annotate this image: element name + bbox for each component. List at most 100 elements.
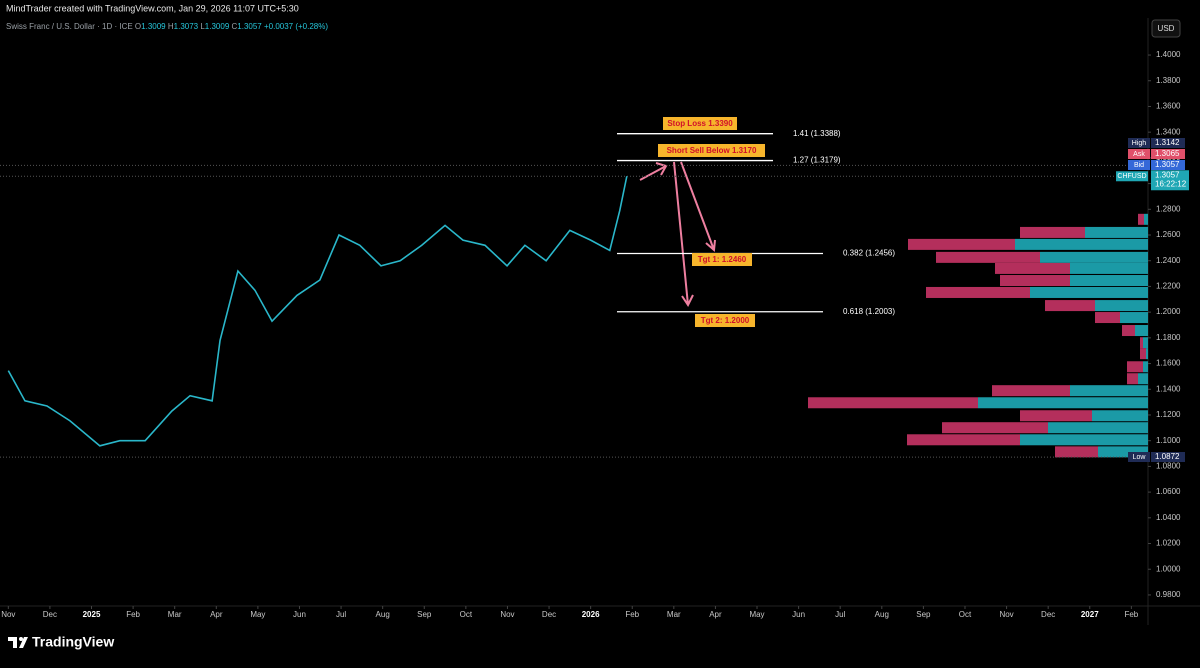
trade-note: Tgt 2: 1.2000	[701, 316, 750, 325]
y-tick-label: 1.2800	[1156, 204, 1181, 213]
x-tick-label: Dec	[1041, 610, 1055, 619]
y-tick-label: 1.3800	[1156, 76, 1181, 85]
volume-down	[1095, 312, 1120, 324]
change: +0.0037 (+0.28%)	[264, 22, 328, 31]
ohlc-label: H	[168, 22, 174, 31]
price-line-series	[7, 176, 628, 447]
volume-down	[1140, 337, 1143, 349]
x-tick-label: Nov	[1, 610, 15, 619]
x-tick-label: 2026	[582, 610, 600, 619]
logo-dot	[19, 637, 23, 641]
volume-down	[936, 251, 1040, 263]
price-tag-value-box	[1151, 452, 1185, 462]
last-time: 16:22:12	[1155, 179, 1187, 188]
price-tag-value-box	[1151, 160, 1185, 170]
x-tick-label: 2025	[83, 610, 101, 619]
volume-down	[1127, 373, 1138, 385]
volume-up	[978, 397, 1148, 409]
volume-up	[1020, 434, 1148, 446]
last-price: 1.3057	[1155, 170, 1180, 179]
volume-up	[1144, 213, 1148, 225]
logo[interactable]: TradingView	[8, 634, 114, 650]
volume-up	[1098, 446, 1148, 458]
y-tick-label: 1.3600	[1156, 102, 1181, 111]
volume-up	[1040, 251, 1148, 263]
last-price-name-box	[1116, 171, 1148, 182]
currency[interactable]: USD	[1158, 24, 1175, 33]
volume-down	[907, 434, 1020, 446]
volume-down	[926, 286, 1030, 298]
trade-note: Tgt 1: 1.2460	[698, 255, 747, 264]
volume-up	[1146, 348, 1148, 360]
price-tag-name-box	[1128, 149, 1150, 159]
volume-down	[1122, 325, 1135, 337]
arrows	[639, 161, 716, 307]
x-tick-label: Jul	[835, 610, 845, 619]
x-tick-label: Aug	[875, 610, 889, 619]
trade-note-box	[695, 314, 755, 327]
volume-down	[942, 422, 1048, 434]
price-tag-value: 1.3057	[1155, 160, 1180, 169]
x-tick-label: Feb	[1124, 610, 1138, 619]
level-label: 0.618 (1.2003)	[843, 307, 895, 316]
symbol-info: Swiss Franc / U.S. Dollar · 1D · ICE O1.…	[6, 22, 328, 31]
y-tick-label: 1.4000	[1156, 50, 1181, 59]
trade-note-box	[658, 144, 765, 157]
trade-note: Stop Loss 1.3390	[667, 119, 733, 128]
level-label: 0.382 (1.2456)	[843, 249, 895, 258]
volume-down	[1045, 300, 1095, 312]
x-tick-label: Sep	[417, 610, 432, 619]
volume-down	[808, 397, 978, 409]
y-tick-label: 1.1400	[1156, 384, 1181, 393]
volume-down	[1020, 410, 1092, 422]
volume-up	[1092, 410, 1148, 422]
price-tag-name: Ask	[1133, 151, 1145, 158]
price-tag-name: Bid	[1134, 162, 1144, 169]
trade-note-box	[663, 117, 737, 130]
ohlc-label: L	[200, 22, 205, 31]
ohlc-value: 1.3057	[237, 22, 262, 31]
x-tick-label: Dec	[542, 610, 556, 619]
volume-up	[1143, 337, 1148, 349]
x-tick-label: Jun	[792, 610, 805, 619]
volume-up	[1085, 226, 1148, 238]
volume-down	[1127, 361, 1143, 373]
volume-up	[1048, 422, 1148, 434]
x-tick-label: 2027	[1081, 610, 1099, 619]
x-tick-label: Jun	[293, 610, 306, 619]
x-tick-label: Oct	[460, 610, 473, 619]
volume-up	[1135, 325, 1148, 337]
volume-up	[1030, 286, 1148, 298]
y-tick-label: 1.0800	[1156, 462, 1181, 471]
volume-down	[1140, 348, 1146, 360]
price-tag-value: 1.3065	[1155, 149, 1180, 158]
trade-note-box	[692, 253, 752, 266]
level-label: 1.27 (1.3179)	[793, 156, 841, 165]
y-tick-label: 1.3400	[1156, 127, 1181, 136]
x-tick-label: Aug	[376, 610, 390, 619]
currency-button[interactable]	[1151, 19, 1181, 38]
trade-note: Short Sell Below 1.3170	[667, 146, 757, 155]
price-tag-name-box	[1128, 138, 1150, 148]
logo-icon	[8, 637, 28, 648]
price-tag-name: Low	[1133, 454, 1147, 461]
volume-up	[1070, 385, 1148, 397]
x-tick-label: May	[749, 610, 764, 619]
price-tag-name-box	[1128, 452, 1150, 462]
ohlc-label: O	[135, 22, 141, 31]
price-tag-name-box	[1128, 160, 1150, 170]
price-tag-value-box	[1151, 138, 1185, 148]
y-tick-label: 1.1200	[1156, 410, 1181, 419]
credit: MindTrader created with TradingView.com,…	[6, 3, 299, 13]
volume-up	[1143, 361, 1148, 373]
x-tick-label: Mar	[168, 610, 182, 619]
x-tick-label: Apr	[210, 610, 223, 619]
arrow	[673, 161, 694, 307]
volume-down	[1020, 226, 1085, 238]
x-tick-label: Sep	[916, 610, 931, 619]
ohlc-value: 1.3073	[174, 22, 199, 31]
y-tick-label: 1.1000	[1156, 436, 1181, 445]
price-tag-value-box	[1151, 149, 1185, 159]
